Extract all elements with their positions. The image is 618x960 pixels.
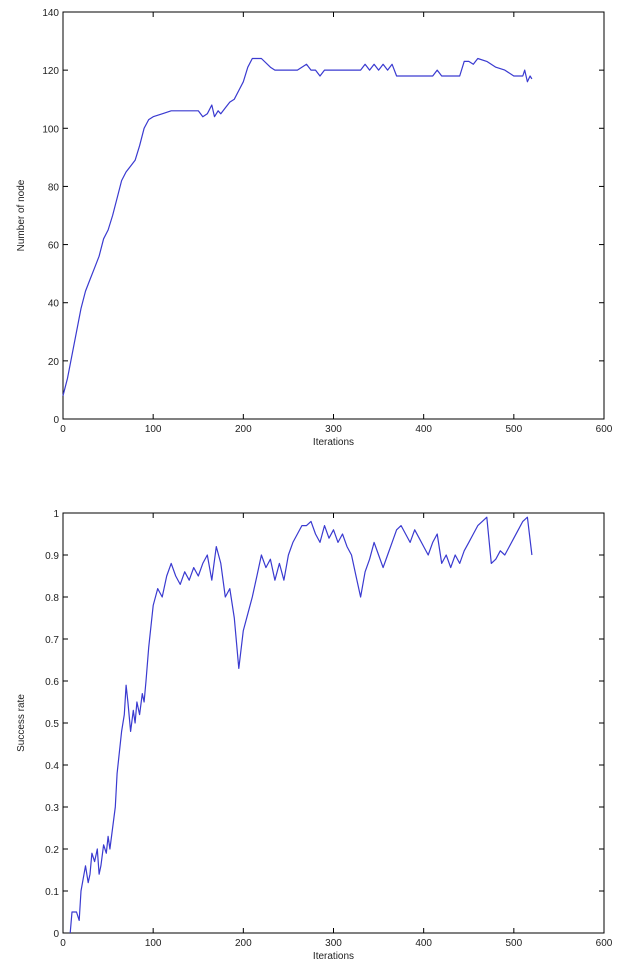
- x-axis-label: Iterations: [313, 437, 354, 448]
- x-tick-label: 0: [60, 938, 66, 949]
- x-tick-label: 400: [415, 938, 432, 949]
- y-tick-label: 0.6: [45, 677, 59, 688]
- success-rate-chart: 0 100 200 300 400 500 600 0 0.1 0.2 0.3 0.4 0.5 0.6 0.…: [16, 509, 613, 960]
- x-tick-label: 600: [596, 938, 613, 949]
- plot-frame: [62, 512, 605, 934]
- y-tick-label: 80: [48, 182, 60, 193]
- y-tick-label: 0.8: [45, 593, 59, 604]
- y-tick-label: 0.7: [45, 635, 59, 646]
- y-tick-label: 0.4: [45, 761, 59, 772]
- x-tick-label: 400: [415, 424, 432, 435]
- y-tick-label: 40: [48, 299, 60, 310]
- series-line: [69, 516, 533, 934]
- node-count-chart: 0 100 200 300 400 500 600 0 20 40 60 80 100 120 140 Ite…: [16, 8, 613, 448]
- y-tick-label: 140: [42, 8, 59, 19]
- y-tick-label: 0.9: [45, 551, 59, 562]
- y-tick-label: 0.5: [45, 719, 59, 730]
- x-tick-label: 200: [235, 938, 252, 949]
- y-tick-label: 0: [53, 929, 59, 940]
- y-tick-label: 100: [42, 124, 59, 135]
- x-tick-label: 500: [505, 424, 522, 435]
- y-tick-label: 0.2: [45, 845, 59, 856]
- y-axis-label: Success rate: [16, 694, 27, 752]
- x-tick-label: 200: [235, 424, 252, 435]
- series-line: [62, 57, 533, 396]
- y-tick-label: 60: [48, 241, 60, 252]
- x-tick-label: 300: [325, 424, 342, 435]
- y-axis-label: Number of node: [16, 179, 27, 251]
- x-tick-label: 500: [505, 938, 522, 949]
- y-tick-label: 0.3: [45, 803, 59, 814]
- x-tick-label: 100: [145, 424, 162, 435]
- x-tick-label: 100: [145, 938, 162, 949]
- x-axis-label: Iterations: [313, 951, 354, 960]
- y-tick-label: 20: [48, 357, 60, 368]
- x-tick-label: 600: [596, 424, 613, 435]
- y-tick-label: 0.1: [45, 887, 59, 898]
- x-tick-label: 0: [60, 424, 66, 435]
- y-tick-label: 120: [42, 66, 59, 77]
- x-tick-label: 300: [325, 938, 342, 949]
- y-tick-label: 0: [53, 415, 59, 426]
- y-tick-label: 1: [53, 509, 59, 520]
- plot-frame: [62, 11, 605, 420]
